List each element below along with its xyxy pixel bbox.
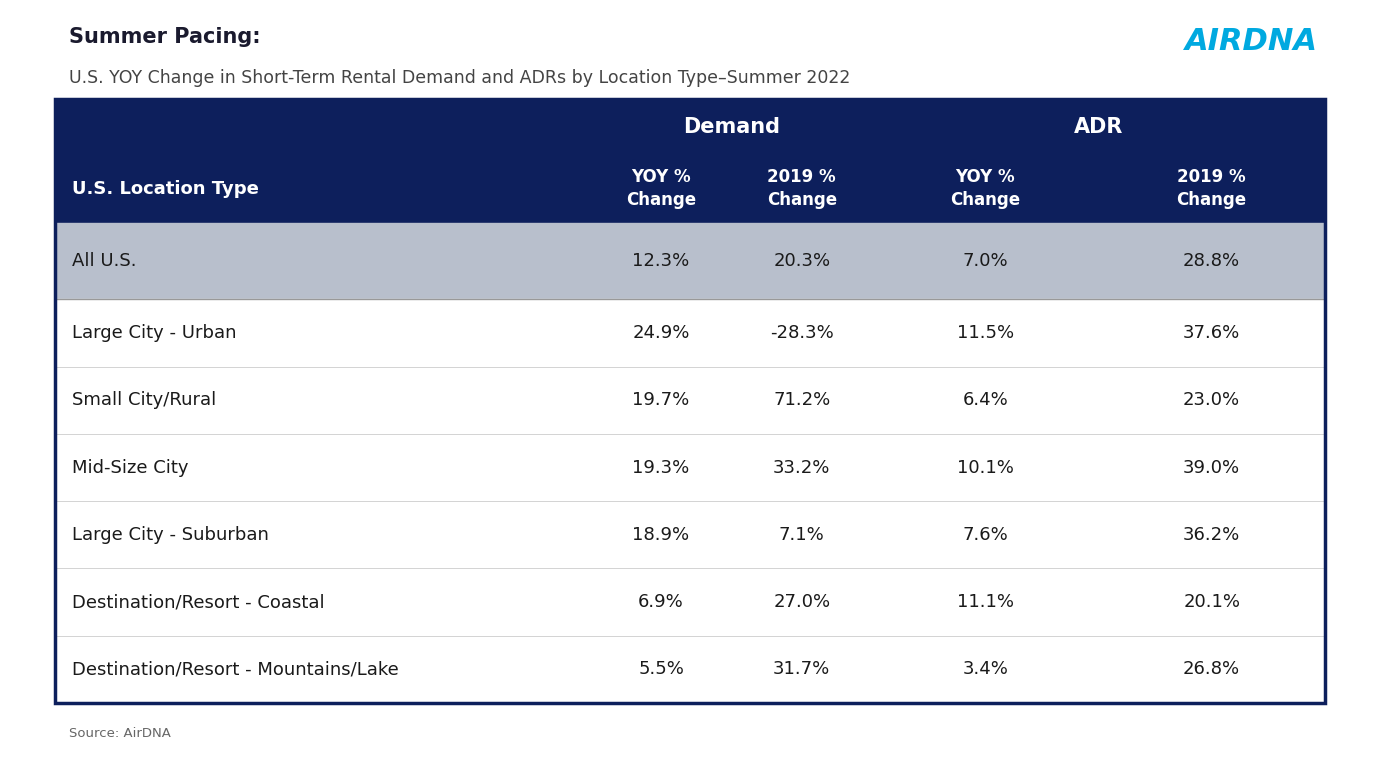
Text: 36.2%: 36.2% [1183,526,1241,544]
Text: 28.8%: 28.8% [1183,252,1241,270]
Text: YOY %
Change: YOY % Change [627,168,696,209]
Bar [55,501,1325,568]
Text: 24.9%: 24.9% [632,324,690,342]
Text: All U.S.: All U.S. [72,252,137,270]
Text: Destination/Resort - Coastal: Destination/Resort - Coastal [72,593,324,611]
Text: Small City/Rural: Small City/Rural [72,391,217,410]
Text: Large City - Suburban: Large City - Suburban [72,526,269,544]
Bar [55,299,1325,367]
Text: 37.6%: 37.6% [1183,324,1241,342]
Text: 6.9%: 6.9% [638,593,684,611]
Text: 20.3%: 20.3% [773,252,831,270]
Text: 3.4%: 3.4% [962,660,1009,678]
Bar [55,99,1325,223]
Text: -28.3%: -28.3% [770,324,834,342]
Text: 31.7%: 31.7% [773,660,831,678]
Bar [55,568,1325,636]
Text: 6.4%: 6.4% [962,391,1009,410]
Text: Summer Pacing:: Summer Pacing: [69,27,261,47]
Text: 23.0%: 23.0% [1183,391,1241,410]
Bar [55,223,1325,299]
Text: 10.1%: 10.1% [956,458,1014,477]
Text: ADR: ADR [1074,117,1123,137]
Text: 27.0%: 27.0% [773,593,831,611]
Text: 20.1%: 20.1% [1183,593,1241,611]
Bar [55,99,1325,703]
Text: 7.0%: 7.0% [962,252,1009,270]
Bar [55,434,1325,501]
Text: 7.6%: 7.6% [962,526,1009,544]
Text: 19.3%: 19.3% [632,458,690,477]
Text: 19.7%: 19.7% [632,391,690,410]
Bar [55,367,1325,434]
Text: 11.5%: 11.5% [956,324,1014,342]
Bar [55,636,1325,703]
Text: Destination/Resort - Mountains/Lake: Destination/Resort - Mountains/Lake [72,660,399,678]
Text: 18.9%: 18.9% [632,526,690,544]
Text: 11.1%: 11.1% [956,593,1014,611]
Text: Mid-Size City: Mid-Size City [72,458,188,477]
Text: Large City - Urban: Large City - Urban [72,324,236,342]
Text: 2019 %
Change: 2019 % Change [767,168,836,209]
Text: Source: AirDNA: Source: AirDNA [69,727,171,740]
Text: 26.8%: 26.8% [1183,660,1241,678]
Text: 2019 %
Change: 2019 % Change [1177,168,1246,209]
Text: AIRDNA: AIRDNA [1185,27,1318,56]
Text: Demand: Demand [683,117,780,137]
Text: 7.1%: 7.1% [778,526,825,544]
Text: 12.3%: 12.3% [632,252,690,270]
Text: 71.2%: 71.2% [773,391,831,410]
Text: 33.2%: 33.2% [773,458,831,477]
Text: U.S. YOY Change in Short-Term Rental Demand and ADRs by Location Type–Summer 202: U.S. YOY Change in Short-Term Rental Dem… [69,69,850,87]
Text: U.S. Location Type: U.S. Location Type [72,180,258,198]
Text: 5.5%: 5.5% [638,660,684,678]
Text: 39.0%: 39.0% [1183,458,1241,477]
Text: YOY %
Change: YOY % Change [951,168,1020,209]
